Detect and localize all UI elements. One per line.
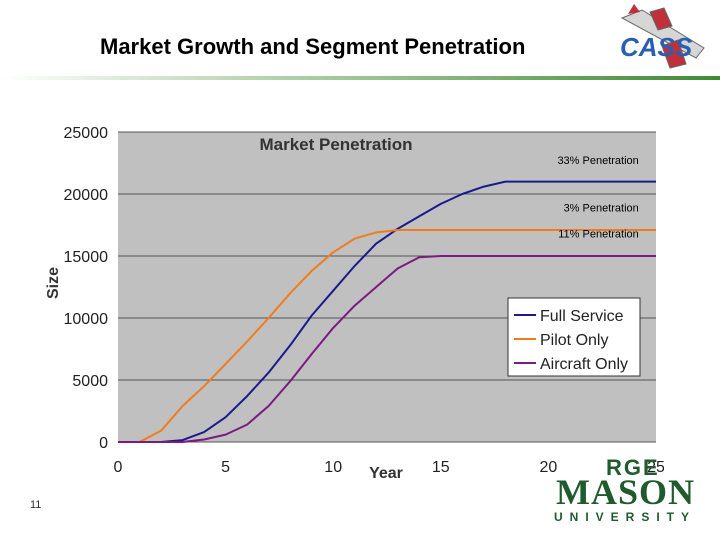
gmu-logo-bottom: UNIVERSITY (554, 510, 697, 524)
airplane-icon (620, 4, 705, 69)
y-axis-label: Size (45, 267, 62, 299)
x-tick-label: 0 (114, 459, 123, 476)
grid-lines (118, 131, 656, 443)
y-tick-labels: 0 5000 10000 15000 20000 25000 (64, 125, 109, 452)
legend: Full Service Pilot Only Aircraft Only (507, 297, 641, 377)
series-line-full-service (118, 180, 656, 443)
y-tick-label: 10000 (64, 311, 109, 328)
legend-entry: Pilot Only (540, 332, 608, 349)
x-tick-labels: 0 5 10 15 20 25 (114, 459, 664, 476)
gmu-logo-mid: MASON (556, 472, 695, 512)
gmu-logo: RGE MASON UNIVERSITY (548, 455, 718, 530)
series-lines (118, 180, 656, 443)
legend-entry: Full Service (540, 308, 624, 325)
annotations: 33% Penetration 3% Penetration 11% Penetra… (557, 155, 638, 240)
plot-area (118, 132, 656, 442)
market-penetration-chart: 0 5000 10000 15000 20000 25000 0 5 10 15 20 25 Mar… (45, 125, 664, 482)
title-rule (0, 76, 720, 80)
gmu-logo-top: RGE (606, 455, 660, 480)
x-tick-label: 20 (540, 459, 558, 476)
penetration-annotation: 33% Penetration (557, 155, 638, 167)
x-tick-label: 25 (647, 459, 664, 476)
cass-logo: CASS (620, 4, 705, 69)
y-tick-label: 5000 (72, 373, 108, 390)
y-tick-label: 15000 (64, 249, 109, 266)
slide-title: Market Growth and Segment Penetration (100, 34, 526, 59)
cass-logo-text: CASS (620, 32, 693, 62)
x-tick-label: 10 (324, 459, 342, 476)
slide-number: 11 (30, 499, 42, 511)
y-tick-label: 0 (99, 435, 108, 452)
x-tick-label: 15 (432, 459, 450, 476)
x-axis-label: Year (369, 465, 403, 482)
chart-frame: 0 5000 10000 15000 20000 25000 0 5 10 15 20 25 Mar… (36, 118, 664, 488)
legend-entry: Aircraft Only (540, 356, 628, 373)
y-tick-label: 20000 (64, 187, 109, 204)
series-line-pilot-only (118, 229, 656, 443)
chart-title: Market Penetration (259, 135, 412, 154)
y-tick-label: 25000 (64, 125, 109, 142)
series-line-aircraft-only (118, 255, 656, 443)
x-tick-label: 5 (221, 459, 230, 476)
penetration-annotation: 3% Penetration (564, 202, 639, 214)
penetration-annotation: 11% Penetration (558, 228, 639, 240)
